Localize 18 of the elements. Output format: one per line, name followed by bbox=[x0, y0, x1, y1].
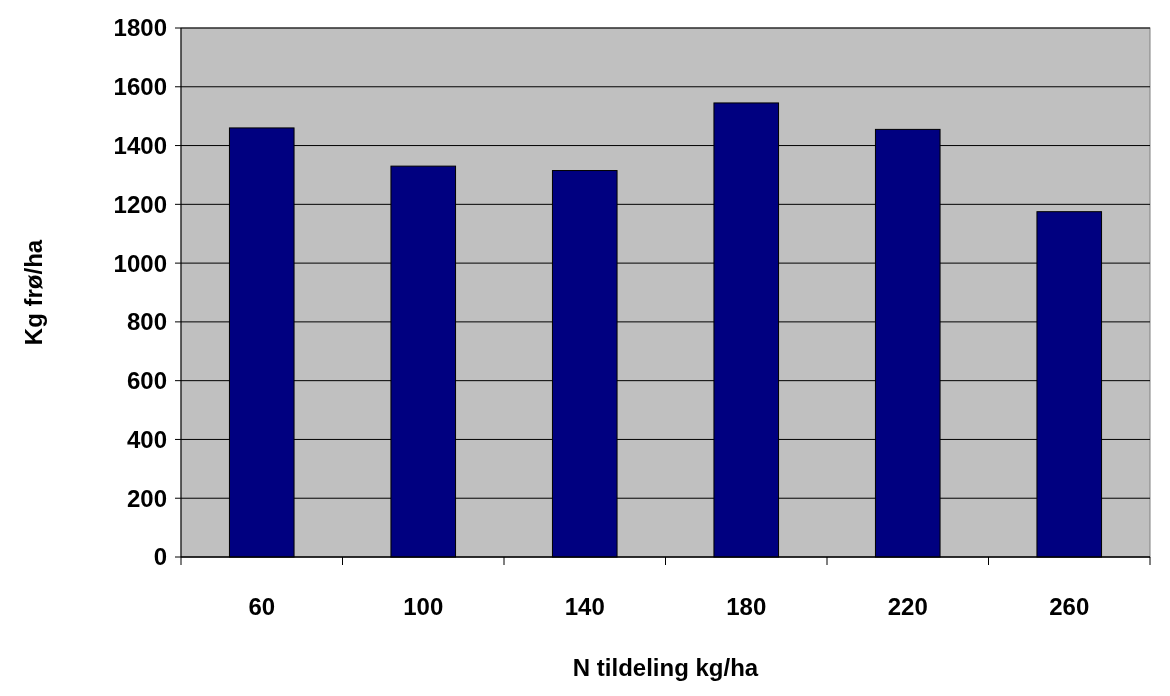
x-axis-title: N tildeling kg/ha bbox=[572, 654, 759, 681]
y-tick-label: 1800 bbox=[113, 14, 167, 42]
x-tick-label: 180 bbox=[726, 593, 767, 620]
y-tick-label: 1600 bbox=[113, 73, 167, 101]
y-tick-label: 1400 bbox=[113, 131, 167, 159]
x-tick-label: 140 bbox=[564, 593, 605, 620]
y-tick-label: 800 bbox=[126, 308, 167, 336]
x-tick-label: 60 bbox=[248, 593, 276, 620]
y-tick-label: 1200 bbox=[113, 190, 167, 218]
y-tick-label: 0 bbox=[153, 543, 167, 571]
y-axis-title: Kg frø/ha bbox=[20, 239, 47, 346]
y-tick-label: 600 bbox=[126, 367, 167, 395]
y-tick-label: 200 bbox=[126, 484, 167, 512]
y-tick-label: 1000 bbox=[113, 249, 167, 277]
x-tick-label: 100 bbox=[403, 593, 444, 620]
x-tick-label: 260 bbox=[1049, 593, 1090, 620]
x-tick-label: 220 bbox=[887, 593, 928, 620]
y-tick-label: 400 bbox=[126, 425, 167, 453]
